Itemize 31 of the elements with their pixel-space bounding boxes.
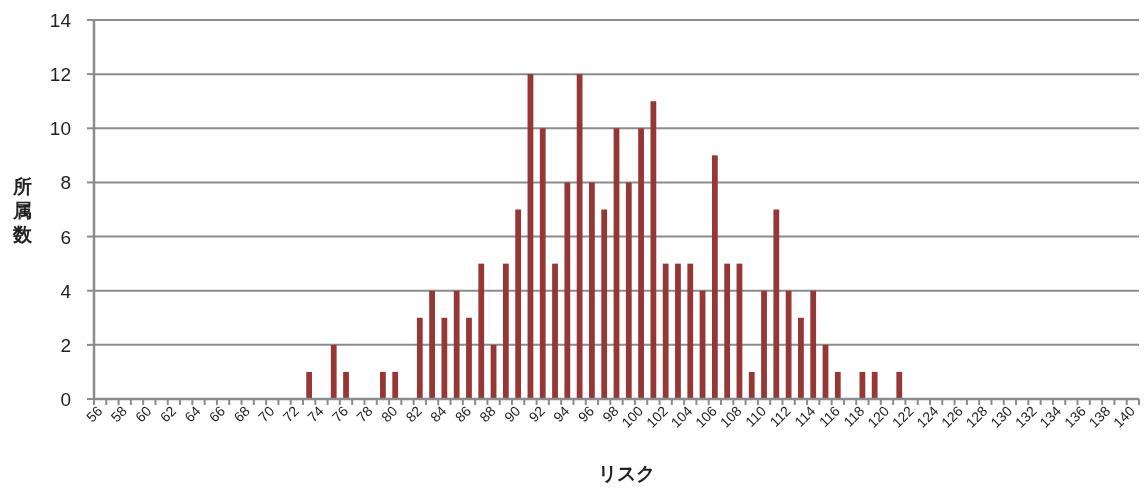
x-tick-label: 82 xyxy=(402,402,426,426)
x-tick-label: 56 xyxy=(82,402,106,426)
y-tick-label: 2 xyxy=(60,334,71,356)
x-tick-label: 88 xyxy=(476,402,499,426)
x-tick-label: 58 xyxy=(107,402,130,426)
x-tick-label: 72 xyxy=(279,402,303,426)
x-tick-label: 86 xyxy=(451,402,475,426)
x-tick-label: 84 xyxy=(427,402,450,426)
x-tick-label: 62 xyxy=(156,402,180,426)
x-tick-label: 90 xyxy=(500,402,524,426)
x-tick-label: 94 xyxy=(550,402,573,426)
x-tick-label: 78 xyxy=(353,402,376,426)
y-tick-label: 12 xyxy=(49,64,71,86)
x-tick-label: 74 xyxy=(304,402,327,426)
y-tick-label: 8 xyxy=(60,172,71,194)
x-axis-title: リスク xyxy=(598,463,655,484)
x-tick-label: 60 xyxy=(132,402,155,426)
x-tick-label: 68 xyxy=(230,402,253,426)
x-tick-label: 64 xyxy=(181,402,204,426)
y-tick-label: 6 xyxy=(60,226,71,248)
x-tick-label: 80 xyxy=(378,402,401,426)
y-tick-label: 10 xyxy=(49,118,71,140)
y-tick-label: 4 xyxy=(60,280,72,302)
x-tick-label: 66 xyxy=(205,402,229,426)
x-tick-label: 76 xyxy=(328,402,352,426)
x-tick-label: 70 xyxy=(255,402,278,426)
y-tick-label: 14 xyxy=(49,10,72,31)
x-tick-label: 96 xyxy=(574,402,598,426)
y-tick-label: 0 xyxy=(60,389,71,410)
x-tick-label: 92 xyxy=(525,402,548,426)
y-axis-title: 所属数 xyxy=(11,176,33,245)
